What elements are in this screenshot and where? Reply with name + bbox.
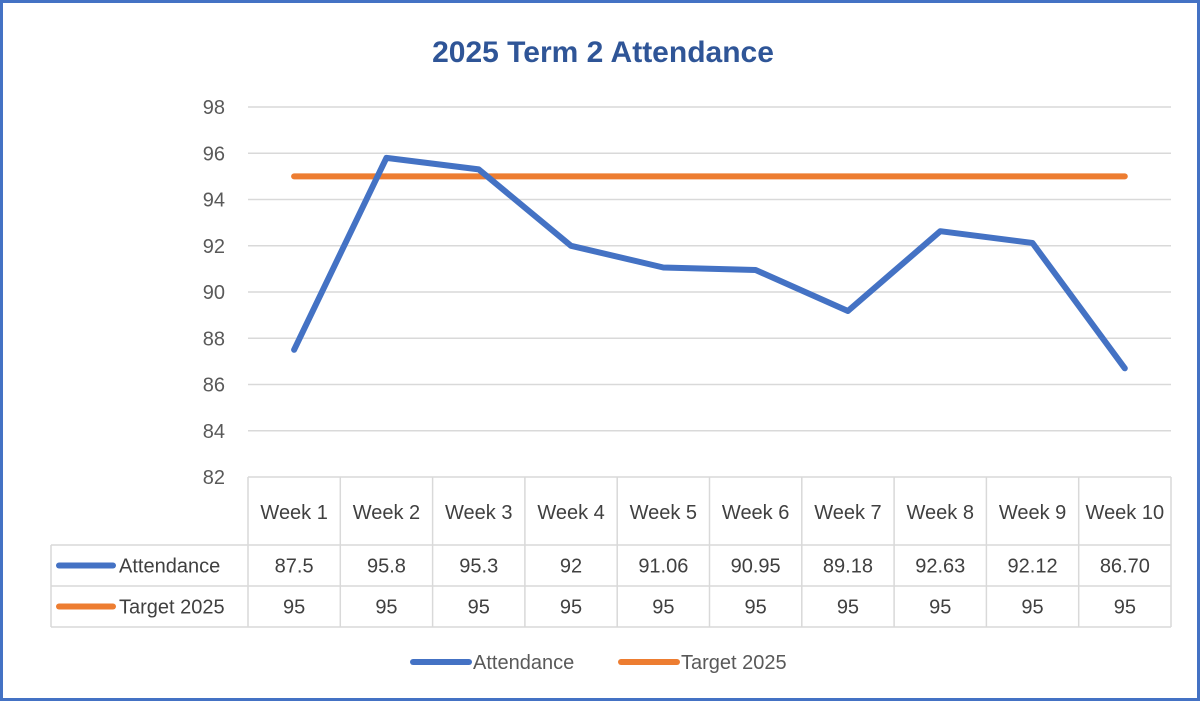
x-category-label: Week 10 (1086, 502, 1165, 524)
y-tick-label: 98 (203, 97, 225, 119)
x-category-label: Week 1 (260, 502, 327, 524)
x-category-label: Week 4 (537, 502, 604, 524)
y-tick-label: 96 (203, 143, 225, 165)
data-label: 87.5 (275, 556, 314, 578)
y-tick-label: 82 (203, 467, 225, 489)
chart-title: 2025 Term 2 Attendance (432, 36, 774, 69)
data-point (570, 245, 572, 247)
table-series-name: Target 2025 (119, 597, 225, 619)
x-category-label: Week 9 (999, 502, 1066, 524)
data-label: 92 (560, 556, 582, 578)
x-category-label: Week 2 (353, 502, 420, 524)
data-label: 89.18 (823, 556, 873, 578)
data-label: 92.63 (915, 556, 965, 578)
data-label: 95 (468, 597, 490, 619)
data-point (293, 349, 295, 351)
data-label: 95 (560, 597, 582, 619)
y-tick-label: 94 (203, 190, 225, 212)
data-point (847, 175, 849, 177)
data-point (478, 175, 480, 177)
table-series-name: Attendance (119, 556, 220, 578)
x-category-label: Week 8 (907, 502, 974, 524)
data-label: 86.70 (1100, 556, 1150, 578)
x-category-label: Week 6 (722, 502, 789, 524)
series-lines (291, 154, 1128, 372)
data-label: 95 (652, 597, 674, 619)
data-label: 95.3 (459, 556, 498, 578)
y-tick-label: 90 (203, 282, 225, 304)
data-point (570, 175, 572, 177)
data-point (755, 175, 757, 177)
y-tick-label: 92 (203, 236, 225, 258)
data-label: 95 (283, 597, 305, 619)
series-line-attendance (291, 154, 1128, 372)
y-axis-ticks: 82 84 86 88 90 92 94 96 98 (203, 97, 225, 489)
data-point (847, 310, 849, 312)
data-point (1124, 367, 1126, 369)
data-point (1032, 242, 1034, 244)
y-tick-label: 86 (203, 375, 225, 397)
data-label: 95 (745, 597, 767, 619)
data-label: 91.06 (638, 556, 688, 578)
data-point (1032, 175, 1034, 177)
data-label: 95.8 (367, 556, 406, 578)
data-label: 95 (929, 597, 951, 619)
data-table: Week 1 Week 2 Week 3 Week 4 Week 5 Week 6 Week… (50, 476, 1172, 628)
data-point (293, 175, 295, 177)
data-point (662, 266, 664, 268)
data-label: 95 (1114, 597, 1136, 619)
data-point (385, 175, 387, 177)
data-label: 95 (1021, 597, 1043, 619)
data-point (385, 157, 387, 159)
legend-label: Attendance (473, 652, 574, 674)
data-label: 95 (837, 597, 859, 619)
x-category-label: Week 5 (630, 502, 697, 524)
data-label: 95 (375, 597, 397, 619)
data-point (939, 175, 941, 177)
data-label: 90.95 (731, 556, 781, 578)
data-label: 92.12 (1008, 556, 1058, 578)
x-category-label: Week 3 (445, 502, 512, 524)
data-point (662, 175, 664, 177)
legend: Attendance Target 2025 (410, 652, 787, 674)
data-point (755, 269, 757, 271)
data-point (1124, 175, 1126, 177)
x-category-label: Week 7 (814, 502, 881, 524)
data-point (939, 230, 941, 232)
y-tick-label: 84 (203, 421, 225, 443)
gridlines (248, 106, 1171, 432)
data-point (478, 168, 480, 170)
y-tick-label: 88 (203, 328, 225, 350)
line-chart: 2025 Term 2 Attendance 82 84 86 88 90 92 94 96 9… (50, 36, 1172, 674)
legend-label: Target 2025 (681, 652, 787, 674)
